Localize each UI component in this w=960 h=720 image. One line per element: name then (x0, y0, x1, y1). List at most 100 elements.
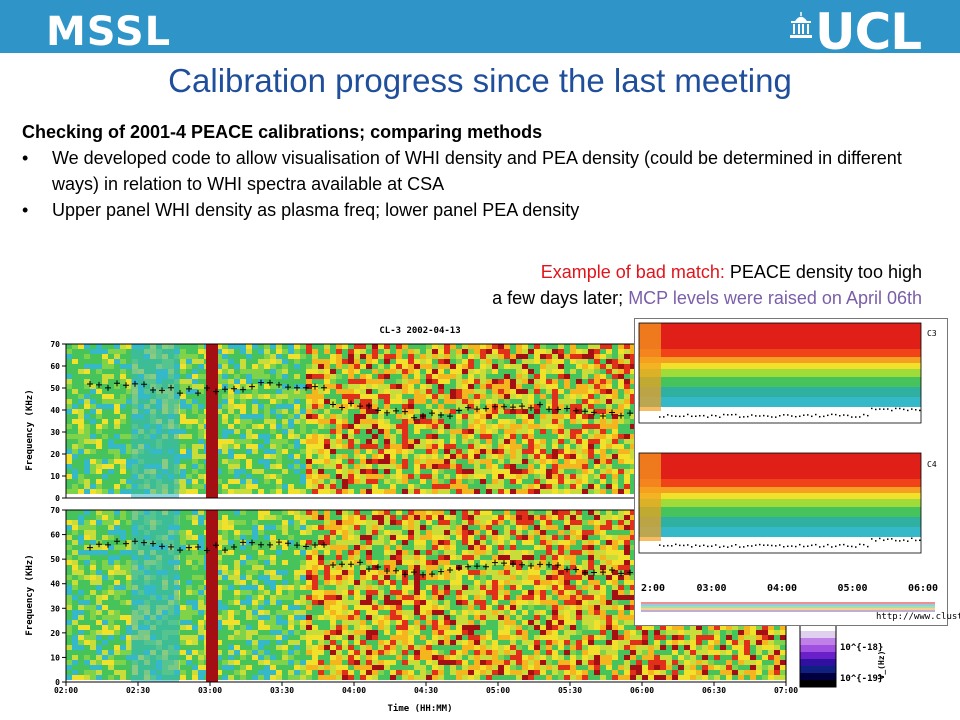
spectrogram-cell (396, 429, 402, 434)
spectrogram-cell (432, 394, 438, 399)
spectrogram-cell (234, 374, 240, 379)
spectrogram-cell (420, 439, 426, 444)
spectrogram-cell (102, 429, 108, 434)
spectrogram-cell (300, 655, 306, 660)
spectrogram-cell (78, 545, 84, 550)
spectrogram-cell (240, 354, 246, 359)
spectrogram-cell (420, 424, 426, 429)
spectrogram-cell (72, 399, 78, 404)
spectrogram-cell (264, 439, 270, 444)
spectrogram-cell (618, 399, 624, 404)
spectrogram-cell (258, 399, 264, 404)
spectrogram-cell (264, 560, 270, 565)
spectrogram-cell (432, 469, 438, 474)
spectrogram-cell (276, 459, 282, 464)
spectrogram-cell (408, 379, 414, 384)
spectrogram-cell (576, 364, 582, 369)
spectrogram-cell (126, 570, 132, 575)
spectrogram-cell (414, 474, 420, 479)
spectrogram-cell (354, 379, 360, 384)
spectrogram-cell (108, 585, 114, 590)
spectrogram-cell (318, 474, 324, 479)
spectrogram-cell (72, 650, 78, 655)
spectrogram-cell (90, 525, 96, 530)
spectrogram-cell (606, 359, 612, 364)
spectrogram-cell (186, 600, 192, 605)
spectrogram-cell (438, 389, 444, 394)
spectrogram-cell (474, 464, 480, 469)
spectrogram-cell (474, 484, 480, 489)
spectrogram-cell (630, 479, 636, 484)
spectrogram-cell (330, 414, 336, 419)
spectrogram-cell (540, 434, 546, 439)
spectrogram-cell (288, 555, 294, 560)
spectrogram-cell (630, 399, 636, 404)
spectrogram-cell (114, 354, 120, 359)
spectrogram-cell (276, 449, 282, 454)
spectrogram-cell (264, 429, 270, 434)
spectrogram-cell (324, 439, 330, 444)
spectrogram-cell (336, 349, 342, 354)
spectrogram-cell (108, 434, 114, 439)
spectrogram-cell (564, 399, 570, 404)
spectrogram-cell (282, 389, 288, 394)
spectrogram-cell (582, 484, 588, 489)
spectrogram-cell (492, 374, 498, 379)
spectrogram-cell (306, 520, 312, 525)
spectrogram-cell (102, 409, 108, 414)
spectrogram-cell (282, 515, 288, 520)
spectrogram-cell (324, 349, 330, 354)
spectrogram-cell (618, 379, 624, 384)
spectrogram-cell (324, 374, 330, 379)
spectrogram-cell (276, 364, 282, 369)
spectrogram-cell (570, 354, 576, 359)
spectrogram-cell (384, 344, 390, 349)
spectrogram-cell (186, 530, 192, 535)
spectrogram-cell (288, 464, 294, 469)
spectrogram-cell (300, 439, 306, 444)
spectrogram-cell (300, 459, 306, 464)
spectrogram-cell (96, 545, 102, 550)
spectrogram-cell (216, 540, 222, 545)
spectrogram-cell (72, 354, 78, 359)
spectrogram-cell (282, 349, 288, 354)
spectrogram-cell (192, 414, 198, 419)
spectrogram-cell (282, 369, 288, 374)
spectrogram-cell (564, 414, 570, 419)
spectrogram-cell (558, 374, 564, 379)
spectrogram-cell (270, 409, 276, 414)
spectrogram-cell (246, 625, 252, 630)
spectrogram-cell (510, 379, 516, 384)
spectrogram-cell (576, 419, 582, 424)
spectrogram-cell (456, 464, 462, 469)
spectrogram-cell (66, 489, 72, 494)
spectrogram-cell (228, 389, 234, 394)
spectrogram-cell (180, 459, 186, 464)
spectrogram-cell (126, 630, 132, 635)
spectrogram-cell (414, 464, 420, 469)
spectrogram-cell (246, 389, 252, 394)
spectrogram-cell (282, 479, 288, 484)
bullet-text: Upper panel WHI density as plasma freq; … (52, 200, 580, 220)
spectrogram-cell (576, 429, 582, 434)
spectrogram-cell (228, 409, 234, 414)
spectrogram-cell (216, 590, 222, 595)
spectrogram-cell (498, 459, 504, 464)
spectrogram-cell (324, 449, 330, 454)
spectrogram-cell (582, 404, 588, 409)
spectrogram-cell (330, 394, 336, 399)
spectrogram-cell (108, 419, 114, 424)
spectrogram-cell (372, 444, 378, 449)
spectrogram-cell (480, 434, 486, 439)
spectrogram-cell (504, 439, 510, 444)
spectrogram-cell (444, 364, 450, 369)
spectrogram-cell (486, 409, 492, 414)
spectrogram-cell (246, 429, 252, 434)
spectrogram-cell (546, 414, 552, 419)
spectrogram-cell (546, 424, 552, 429)
spectrogram-cell (288, 595, 294, 600)
spectrogram-cell (366, 399, 372, 404)
spectrogram-cell (282, 600, 288, 605)
spectrogram-cell (618, 439, 624, 444)
spectrogram-cell (288, 630, 294, 635)
